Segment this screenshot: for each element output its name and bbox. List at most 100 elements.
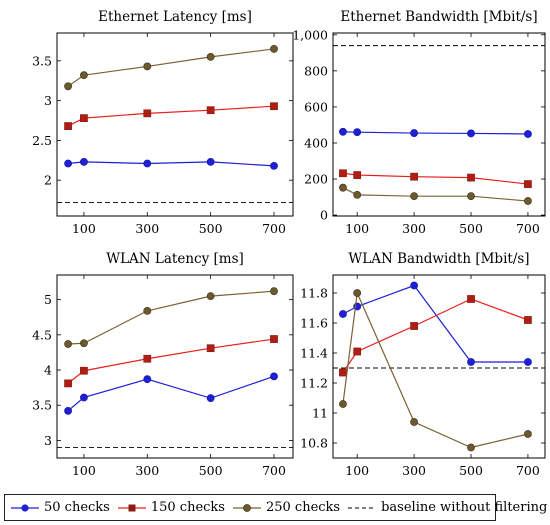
- legend-item-150-checks: 150 checks: [117, 500, 225, 515]
- data-point: [64, 340, 72, 348]
- legend-swatch-circle-blue: [11, 503, 39, 512]
- data-point: [80, 339, 88, 348]
- x-tick-label: 500: [459, 463, 483, 478]
- series-line: [342, 172, 528, 185]
- data-point: [524, 316, 532, 324]
- data-point: [353, 128, 362, 137]
- y-tick-label: 5: [44, 292, 52, 307]
- data-point: [80, 393, 88, 402]
- y-tick-label: 3.5: [32, 53, 52, 68]
- data-point: [339, 169, 347, 178]
- y-tick-label: 11.4: [300, 346, 328, 361]
- data-point: [353, 171, 362, 179]
- data-point: [80, 114, 88, 122]
- y-tick-label: 1,000: [292, 27, 328, 42]
- legend-label: 50 checks: [44, 500, 110, 515]
- chart-title: WLAN Bandwidth [Mbit/s]: [348, 251, 529, 267]
- series-line: [342, 131, 528, 135]
- y-tick-label: 10.8: [300, 436, 328, 451]
- x-tick-label: 700: [516, 463, 540, 478]
- x-tick-label: 500: [199, 463, 223, 478]
- y-tick-label: 3: [44, 93, 52, 108]
- data-point: [410, 192, 419, 201]
- series-line: [342, 187, 528, 202]
- x-tick-label: 100: [72, 221, 96, 236]
- legend: 50 checks 150 checks 250 checks baseline…: [4, 494, 547, 521]
- y-tick-label: 4.5: [32, 327, 52, 342]
- data-point: [143, 62, 152, 71]
- y-tick-label: 800: [304, 63, 328, 78]
- data-point: [143, 306, 152, 315]
- data-point: [467, 443, 475, 452]
- data-point: [467, 173, 475, 182]
- series-line: [68, 161, 275, 167]
- y-tick-label: 0: [320, 208, 328, 223]
- data-point: [410, 172, 418, 181]
- data-point: [64, 379, 72, 388]
- data-point: [339, 127, 347, 136]
- plot-frame: [56, 274, 294, 459]
- y-tick-label: 400: [304, 135, 328, 150]
- legend-item-250-checks: 250 checks: [232, 500, 340, 515]
- data-point: [410, 281, 419, 290]
- data-point: [143, 159, 152, 168]
- data-point: [270, 45, 278, 53]
- x-tick-label: 300: [402, 221, 426, 236]
- y-tick-label: 11.6: [300, 316, 328, 331]
- data-point: [353, 289, 362, 297]
- chart-title: Ethernet Bandwidth [Mbit/s]: [340, 9, 537, 25]
- data-point: [143, 109, 152, 118]
- y-tick-label: 3.5: [32, 398, 52, 413]
- x-tick-label: 100: [72, 463, 96, 478]
- data-point: [270, 335, 278, 343]
- x-tick-label: 300: [135, 221, 159, 236]
- chart-panel-4: WLAN Bandwidth [Mbit/s] 10.8 11 11.2 11.4 11.…: [300, 251, 546, 478]
- data-point: [143, 354, 152, 363]
- data-point: [524, 197, 532, 205]
- data-point: [410, 418, 419, 426]
- legend-swatch-dashed: [348, 507, 377, 508]
- data-point: [524, 130, 532, 138]
- series-line: [68, 290, 275, 345]
- x-tick-label: 500: [199, 221, 223, 236]
- data-point: [339, 310, 347, 318]
- data-point: [339, 368, 347, 377]
- data-point: [467, 192, 475, 201]
- data-point: [467, 295, 475, 303]
- data-point: [206, 157, 215, 166]
- data-point: [206, 292, 215, 301]
- data-point: [80, 71, 88, 80]
- data-point: [410, 322, 418, 330]
- chart-panel-1: Ethernet Latency [ms] 2 2.5 3 3.5 100 300 500 70…: [32, 9, 294, 236]
- chart-panel-2: Ethernet Bandwidth [Mbit/s] 0 200 400 600 800…: [292, 9, 546, 236]
- data-point: [524, 430, 532, 438]
- x-tick-label: 100: [345, 221, 369, 236]
- x-tick-label: 500: [459, 221, 483, 236]
- legend-swatch-circle-brown: [232, 503, 261, 512]
- legend-swatch-square-red: [117, 504, 146, 511]
- data-point: [467, 358, 475, 366]
- legend-item-baseline: baseline without filtering: [348, 500, 547, 515]
- x-tick-label: 300: [402, 463, 426, 478]
- data-point: [467, 129, 475, 138]
- y-tick-label: 200: [304, 172, 328, 187]
- series-line: [67, 48, 275, 87]
- data-point: [64, 406, 72, 415]
- data-point: [270, 161, 278, 170]
- data-point: [64, 159, 72, 168]
- chart-panel-3: WLAN Latency [ms] 3 3.5 4 4.5 5 100 300 500 700: [32, 251, 294, 478]
- x-tick-label: 300: [135, 463, 159, 478]
- data-point: [270, 372, 278, 381]
- plot-frame: [332, 32, 546, 217]
- data-point: [80, 366, 88, 375]
- plot-frame: [56, 32, 294, 217]
- data-point: [270, 287, 278, 296]
- data-point: [270, 102, 278, 111]
- chart-title: Ethernet Latency [ms]: [98, 9, 252, 25]
- data-point: [353, 347, 362, 356]
- series-line: [67, 338, 275, 384]
- series-line: [67, 105, 275, 127]
- y-tick-label: 11: [312, 406, 328, 421]
- y-tick-label: 3: [44, 433, 52, 448]
